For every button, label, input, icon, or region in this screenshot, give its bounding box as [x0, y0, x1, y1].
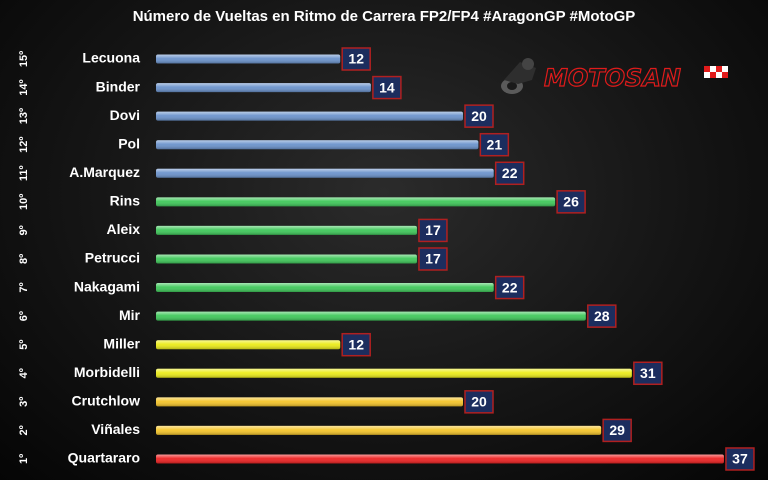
- category-label: Mir: [119, 307, 141, 323]
- bar-shine: [156, 340, 341, 350]
- value-box: [341, 47, 371, 71]
- value-box: [494, 275, 525, 300]
- value-box: [587, 304, 617, 328]
- value-label: 29: [609, 422, 625, 438]
- value-box: [725, 447, 755, 471]
- value-box: [464, 104, 494, 128]
- position-label: 4º: [18, 368, 30, 378]
- category-label: Morbidelli: [74, 364, 140, 380]
- bar-shine: [156, 111, 463, 121]
- bar-shine: [156, 283, 494, 293]
- category-label: Petrucci: [85, 250, 140, 266]
- category-label: Dovi: [110, 107, 140, 123]
- category-label: Quartararo: [68, 450, 140, 466]
- value-box: [479, 132, 510, 157]
- position-label: 9º: [18, 225, 30, 235]
- position-label: 14º: [18, 79, 30, 95]
- value-label: 20: [471, 394, 487, 410]
- value-label: 22: [502, 279, 518, 295]
- category-label: Nakagami: [74, 278, 140, 294]
- position-label: 3º: [18, 397, 30, 407]
- bar-shine: [156, 140, 479, 150]
- position-label: 5º: [18, 340, 30, 350]
- logo-text: MOTOSAN: [544, 64, 681, 92]
- value-box: [602, 418, 632, 443]
- position-label: 12º: [18, 137, 30, 153]
- bar-shine: [156, 197, 556, 207]
- value-label: 26: [563, 194, 579, 210]
- bar-shine: [156, 54, 341, 64]
- category-label: Miller: [103, 335, 140, 351]
- position-label: 13º: [18, 108, 30, 124]
- bar-shine: [156, 225, 417, 235]
- value-box: [341, 332, 371, 357]
- bar-shine: [156, 168, 494, 178]
- motorcycle-rider-icon: [501, 58, 536, 94]
- position-label: 7º: [18, 282, 30, 292]
- bar-shine: [156, 425, 602, 435]
- value-label: 12: [348, 51, 364, 67]
- value-label: 20: [471, 108, 487, 124]
- bar-shine: [156, 83, 371, 93]
- position-label: 10º: [18, 194, 30, 210]
- category-label: Binder: [96, 78, 141, 94]
- bar-shine: [156, 311, 586, 321]
- bar-shine: [156, 454, 724, 464]
- position-label: 8º: [18, 254, 30, 264]
- position-label: 15º: [18, 51, 30, 67]
- value-box: [494, 161, 525, 186]
- motosan-logo: MOTOSAN: [501, 58, 728, 94]
- value-label: 37: [732, 451, 748, 467]
- bar-shine: [156, 368, 632, 378]
- value-label: 14: [379, 79, 395, 95]
- category-label: Lecuona: [82, 50, 140, 66]
- position-label: 11º: [18, 165, 30, 181]
- category-label: Pol: [118, 135, 140, 151]
- category-label: Aleix: [107, 221, 141, 237]
- value-label: 31: [640, 365, 656, 381]
- value-box: [633, 361, 663, 386]
- value-label: 21: [487, 136, 503, 152]
- value-box: [418, 247, 448, 271]
- category-label: Rins: [110, 193, 141, 209]
- bar-shine: [156, 397, 463, 407]
- value-label: 17: [425, 251, 441, 267]
- value-label: 28: [594, 308, 610, 324]
- value-label: 12: [348, 336, 364, 352]
- value-box: [418, 218, 448, 243]
- value-label: 22: [502, 165, 518, 181]
- bar-shine: [156, 254, 417, 264]
- value-label: 17: [425, 222, 441, 238]
- category-label: Crutchlow: [72, 393, 141, 409]
- position-label: 6º: [18, 311, 30, 321]
- category-label: A.Marquez: [69, 164, 140, 180]
- chart-title: Número de Vueltas en Ritmo de Carrera FP…: [132, 8, 636, 25]
- position-label: 2º: [18, 425, 30, 435]
- checkered-flag-icon: [704, 66, 728, 78]
- category-label: Viñales: [91, 421, 140, 437]
- position-label: 1º: [18, 454, 30, 464]
- value-box: [556, 190, 586, 214]
- value-box: [464, 390, 494, 414]
- value-box: [372, 75, 402, 100]
